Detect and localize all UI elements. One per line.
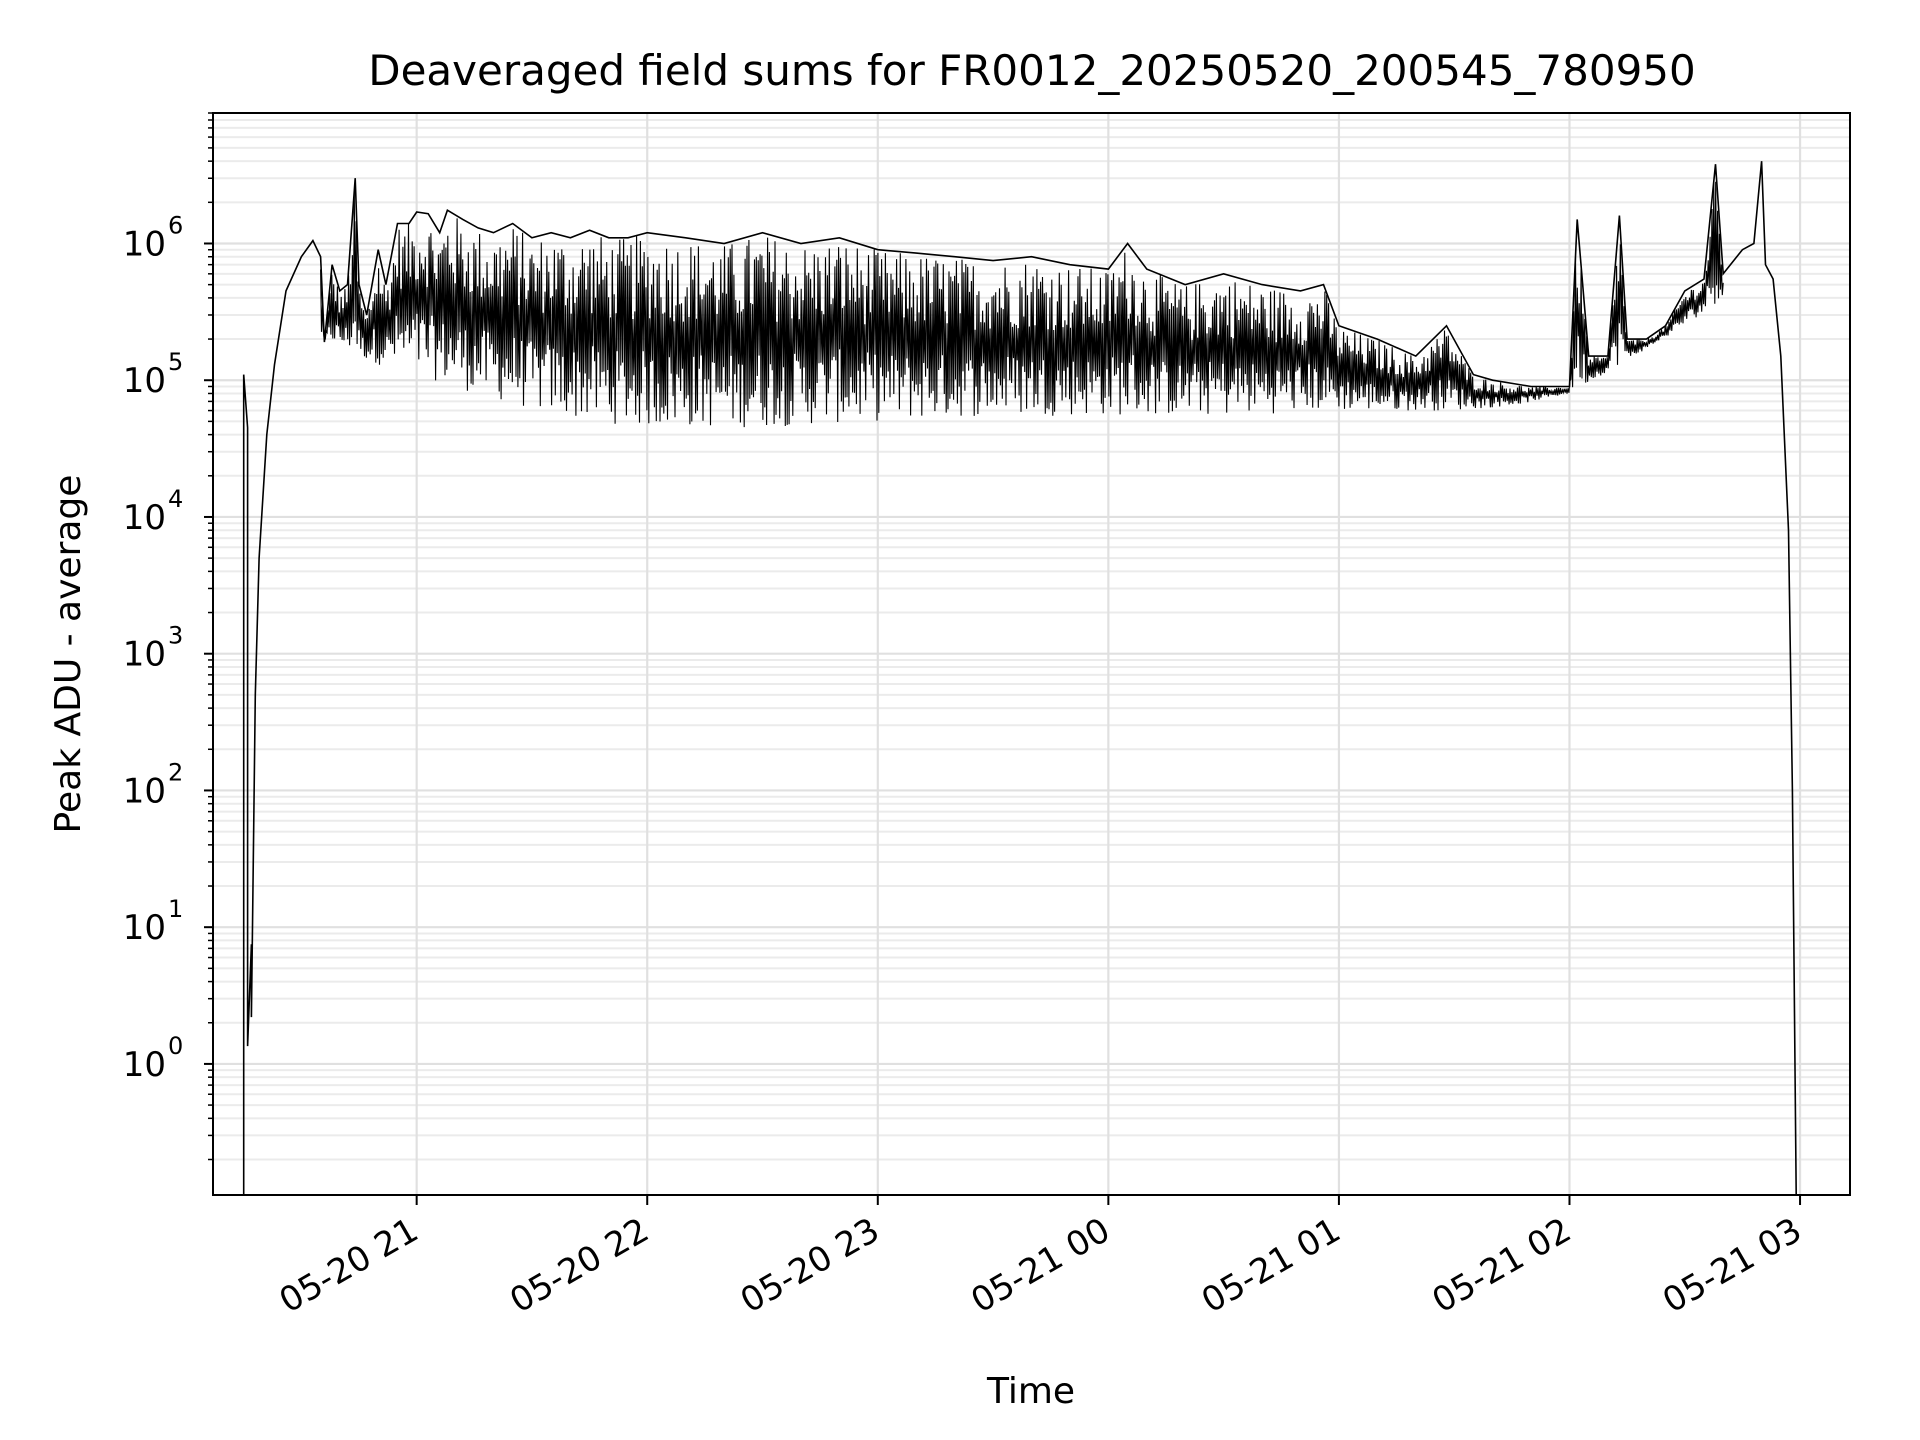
y-tick-exponent: 0 (168, 1032, 183, 1060)
y-tick-label: 10 (123, 635, 166, 675)
y-tick-exponent: 5 (168, 348, 183, 376)
chart-title: Deaveraged field sums for FR0012_2025052… (368, 46, 1696, 95)
y-tick-exponent: 6 (168, 211, 183, 239)
y-tick-label: 10 (123, 224, 166, 264)
series-layer (242, 161, 1797, 1196)
y-tick-label: 10 (123, 361, 166, 401)
x-axis-label: Time (986, 1371, 1075, 1412)
y-tick-exponent: 3 (168, 622, 183, 650)
y-tick-label: 10 (123, 771, 166, 811)
grid-lines (213, 112, 1850, 1195)
y-tick-exponent: 4 (168, 485, 183, 513)
y-tick-label: 10 (123, 908, 166, 948)
series-noise-band (320, 181, 1724, 428)
y-axis-label: Peak ADU - average (48, 475, 89, 834)
y-tick-label: 10 (123, 498, 166, 538)
y-tick-label: 10 (123, 1045, 166, 1085)
series-line (242, 161, 1797, 1196)
y-tick-exponent: 1 (168, 895, 183, 923)
y-tick-exponent: 2 (168, 758, 183, 786)
